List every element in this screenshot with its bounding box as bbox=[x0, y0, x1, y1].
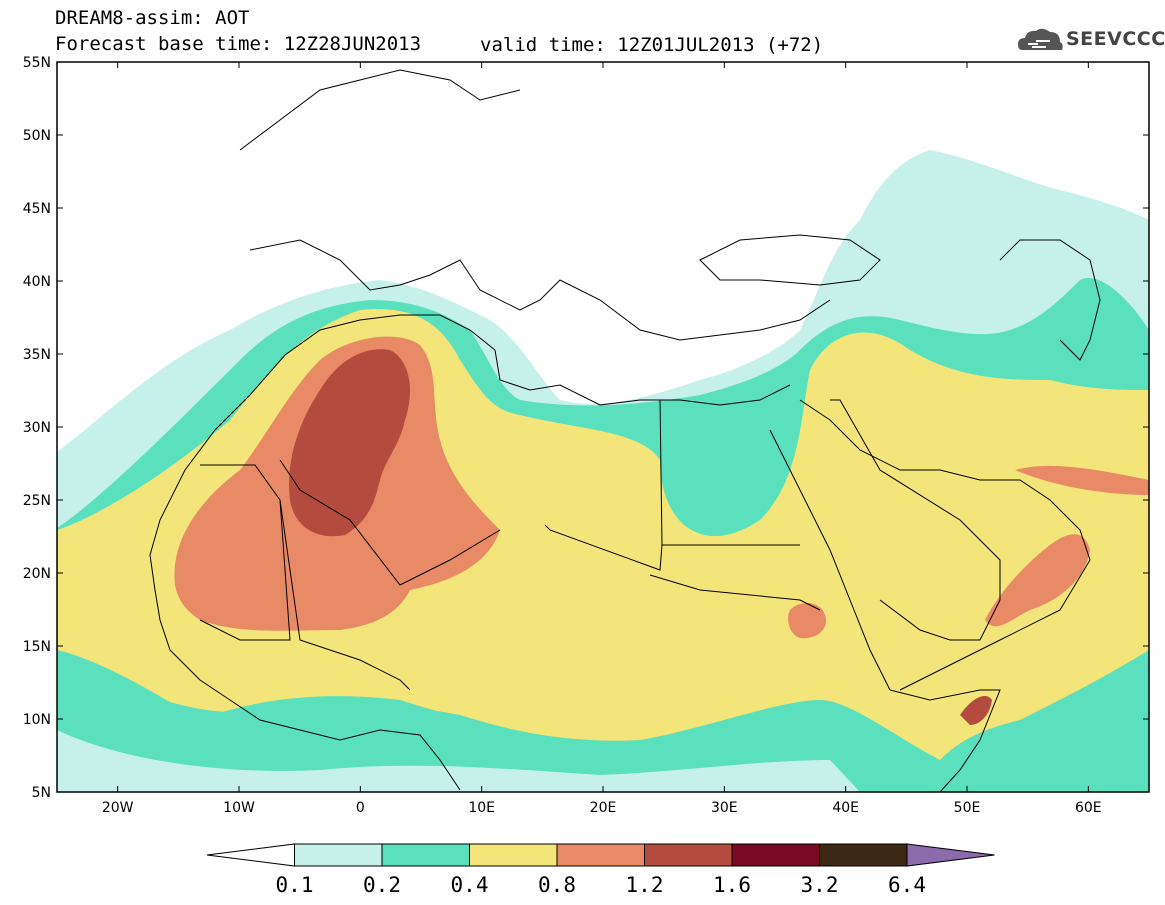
colorbar-label: 0.8 bbox=[538, 873, 576, 897]
colorbar-swatch bbox=[294, 843, 383, 867]
colorbar-swatch bbox=[556, 843, 645, 867]
cloud-icon bbox=[1018, 28, 1063, 50]
lon-tick-label: 40E bbox=[832, 800, 859, 816]
lat-tick-label: 40N bbox=[23, 274, 51, 290]
valid-time: valid time: 12Z01JUL2013 (+72) bbox=[480, 34, 824, 56]
coast-arabia bbox=[799, 399, 1091, 691]
colorbar-label: 0.1 bbox=[276, 873, 314, 897]
coast-red-sea bbox=[769, 429, 891, 691]
lon-tick-label: 10E bbox=[468, 800, 495, 816]
longitude-axis: 20W 10W 0 10E 20E 30E 40E 50E 60E bbox=[102, 62, 1102, 816]
forecast-base-time: Forecast base time: 12Z28JUN2013 bbox=[55, 33, 422, 55]
aot-band-01-south bbox=[57, 730, 860, 792]
coast-europe-south bbox=[249, 239, 831, 341]
coastlines-borders bbox=[149, 69, 1101, 792]
lat-tick-label: 25N bbox=[23, 493, 51, 509]
colorbar-swatch bbox=[731, 843, 820, 867]
coast-caspian bbox=[999, 239, 1101, 361]
lon-tick-label: 20W bbox=[102, 800, 134, 816]
coast-north-africa bbox=[149, 314, 791, 556]
aot-band-04-gulf bbox=[1015, 465, 1149, 495]
border-sudan bbox=[649, 574, 821, 611]
colorbar-swatch bbox=[644, 843, 733, 867]
lon-tick-label: 0 bbox=[356, 800, 365, 816]
lat-tick-label: 10N bbox=[23, 712, 51, 728]
border-mauritania bbox=[199, 464, 291, 641]
colorbar-label: 1.2 bbox=[626, 873, 664, 897]
colorbar-label: 0.4 bbox=[451, 873, 489, 897]
colorbar-under-triangle bbox=[206, 843, 295, 867]
colorbar-label: 1.6 bbox=[713, 873, 751, 897]
colorbar-label: 3.2 bbox=[801, 873, 839, 897]
aot-shading bbox=[57, 150, 1149, 792]
border-algeria bbox=[279, 459, 501, 586]
aot-band-05-somalia bbox=[960, 695, 992, 725]
colorbar-label: 0.2 bbox=[363, 873, 401, 897]
aot-band-02-south bbox=[57, 660, 950, 792]
aot-band-04-oman bbox=[985, 534, 1090, 627]
colorbar-swatch bbox=[469, 843, 558, 867]
latitude-axis: 55N 50N 45N 40N 35N 30N 25N 20N 15N 10N 5N bbox=[23, 55, 1149, 801]
lat-tick-label: 30N bbox=[23, 420, 51, 436]
coast-horn bbox=[889, 689, 1001, 792]
lat-tick-label: 45N bbox=[23, 201, 51, 217]
lat-tick-label: 5N bbox=[32, 785, 51, 801]
border-mali bbox=[279, 499, 411, 691]
lon-tick-label: 30E bbox=[711, 800, 738, 816]
lat-tick-label: 50N bbox=[23, 128, 51, 144]
lat-tick-label: 55N bbox=[23, 55, 51, 71]
lon-tick-label: 20E bbox=[590, 800, 617, 816]
aot-band-04-eritrea bbox=[788, 603, 826, 639]
lat-tick-label: 15N bbox=[23, 639, 51, 655]
border-libya bbox=[544, 524, 663, 571]
lon-tick-label: 10W bbox=[223, 800, 255, 816]
colorbar-swatch bbox=[819, 843, 908, 867]
map-title: DREAM8-assim: AOT bbox=[55, 7, 250, 29]
colorbar-over-triangle bbox=[906, 843, 995, 867]
lon-tick-label: 50E bbox=[954, 800, 981, 816]
coast-west-africa bbox=[149, 554, 461, 791]
colorbar: 0.1 0.2 0.4 0.8 1.2 1.6 3.2 6.4 bbox=[206, 843, 995, 897]
coast-europe-north bbox=[239, 69, 521, 151]
border-saudi bbox=[830, 399, 1001, 641]
lat-tick-label: 35N bbox=[23, 347, 51, 363]
lat-tick-label: 20N bbox=[23, 566, 51, 582]
lon-tick-label: 60E bbox=[1075, 800, 1102, 816]
coast-black-sea bbox=[699, 234, 881, 286]
colorbar-label: 6.4 bbox=[888, 873, 926, 897]
aot-band-05-core bbox=[289, 349, 410, 537]
seevccc-logo-text: SEEVCCC bbox=[1066, 28, 1165, 50]
colorbar-swatch bbox=[381, 843, 470, 867]
